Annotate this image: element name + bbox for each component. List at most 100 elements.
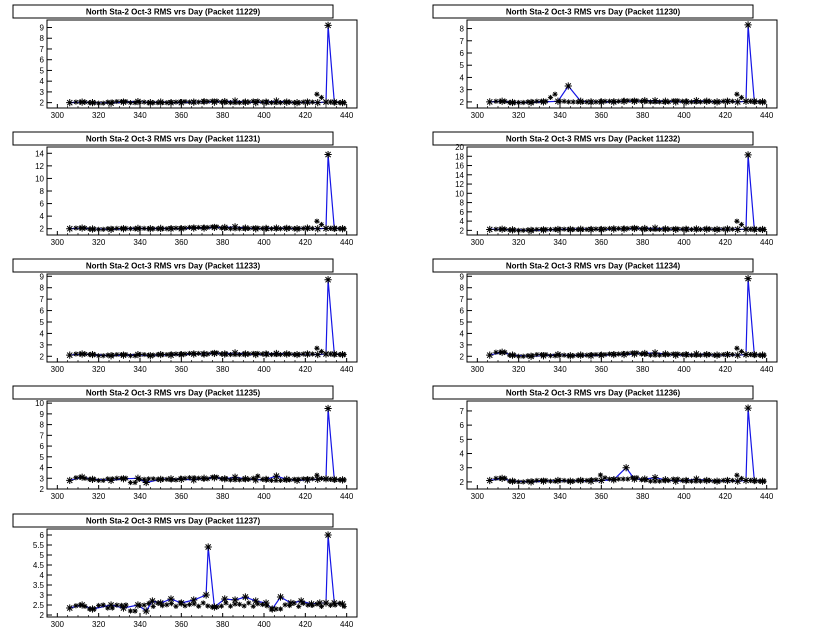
- dense-data-point: [173, 351, 179, 357]
- y-tick-label: 6: [40, 56, 45, 65]
- dense-data-point: [647, 226, 654, 233]
- data-point: [107, 601, 115, 609]
- dense-data-point: [693, 478, 699, 484]
- dense-data-point: [529, 353, 535, 359]
- dense-data-point: [105, 476, 111, 482]
- dense-data-point: [511, 99, 517, 106]
- dense-data-point: [173, 99, 179, 105]
- dense-data-point: [173, 477, 179, 483]
- data-point: [744, 151, 752, 159]
- dense-data-point: [652, 478, 658, 484]
- dense-data-point: [136, 602, 143, 608]
- dense-data-point: [493, 349, 499, 355]
- data-point: [252, 225, 260, 233]
- data-point: [630, 475, 638, 483]
- dense-data-point: [593, 477, 599, 483]
- x-tick-label: 320: [512, 238, 526, 247]
- data-point: [221, 97, 229, 106]
- dense-data-point: [711, 99, 717, 105]
- dense-data-point: [268, 477, 275, 484]
- data-point: [338, 600, 347, 608]
- dense-data-point: [588, 477, 595, 483]
- chart-panel: North Sta-2 Oct-3 RMS vrs Day (Packet 11…: [432, 385, 778, 501]
- dense-data-point: [200, 351, 206, 357]
- dense-data-point: [511, 227, 517, 233]
- dense-data-point: [556, 352, 563, 358]
- x-tick-label: 300: [51, 111, 65, 120]
- y-tick-label: 4: [40, 77, 45, 86]
- x-tick-label: 300: [471, 492, 485, 501]
- dense-data-point: [547, 353, 554, 359]
- y-tick-label: 5: [40, 453, 45, 462]
- dense-data-point: [643, 226, 649, 232]
- x-tick-label: 360: [175, 492, 189, 501]
- dense-data-point: [105, 352, 111, 358]
- y-tick-label: 5: [40, 551, 45, 560]
- dense-data-point: [177, 98, 184, 105]
- chart-panel: North Sta-2 Oct-3 RMS vrs Day (Packet 11…: [12, 513, 358, 629]
- dense-data-point: [309, 225, 315, 231]
- x-tick-label: 380: [216, 365, 230, 374]
- x-tick-label: 420: [719, 238, 733, 247]
- dense-data-point: [520, 353, 526, 359]
- dense-data-point: [141, 225, 147, 231]
- dense-data-point: [73, 603, 79, 609]
- dense-data-point: [177, 475, 184, 481]
- data-point: [539, 226, 548, 234]
- dense-data-point: [96, 100, 102, 106]
- dense-data-point: [332, 351, 338, 358]
- dense-data-point: [337, 226, 343, 232]
- dense-data-point: [707, 226, 713, 232]
- data-point: [744, 21, 752, 29]
- dense-data-point: [716, 352, 722, 358]
- y-tick-label: 2: [40, 611, 45, 620]
- dense-data-point: [282, 351, 288, 357]
- data-point: [157, 599, 165, 607]
- chart-title: North Sta-2 Oct-3 RMS vrs Day (Packet 11…: [86, 135, 261, 144]
- dense-data-point: [132, 608, 138, 614]
- data-point: [577, 97, 585, 105]
- dense-data-point: [534, 226, 540, 233]
- data-point: [539, 98, 548, 106]
- dense-data-point: [725, 351, 731, 358]
- x-tick-label: 320: [92, 492, 106, 501]
- data-point: [622, 464, 630, 472]
- y-tick-label: 2: [460, 478, 465, 487]
- dense-data-point: [191, 350, 197, 357]
- dense-data-point: [332, 477, 338, 483]
- dense-data-point: [702, 477, 708, 484]
- dense-data-point: [155, 600, 161, 606]
- dense-data-point: [227, 226, 234, 232]
- data-point: [66, 99, 74, 107]
- chart-title: North Sta-2 Oct-3 RMS vrs Day (Packet 11…: [506, 135, 681, 144]
- dense-data-point: [291, 476, 297, 482]
- dense-data-point: [561, 98, 567, 104]
- dense-data-point: [525, 227, 531, 233]
- x-tick-label: 360: [595, 238, 609, 247]
- chart-panel: North Sta-2 Oct-3 RMS vrs Day (Packet 11…: [12, 4, 358, 120]
- dense-data-point: [675, 226, 681, 232]
- data-point: [119, 351, 128, 359]
- dense-data-point: [327, 351, 334, 357]
- dense-data-point: [611, 225, 617, 232]
- dense-data-point: [757, 352, 763, 358]
- dense-data-point: [218, 99, 225, 105]
- dense-data-point: [506, 99, 513, 106]
- dense-data-point: [205, 476, 211, 482]
- data-point: [527, 226, 535, 234]
- dense-data-point: [164, 351, 170, 358]
- data-point: [554, 350, 562, 359]
- dense-data-point: [679, 351, 685, 358]
- dense-data-point: [232, 351, 238, 358]
- dense-data-point: [214, 474, 220, 480]
- dense-data-point: [109, 99, 115, 105]
- dense-data-point: [268, 351, 275, 358]
- y-tick-label: 2.5: [33, 601, 45, 610]
- dense-data-point: [241, 351, 247, 357]
- dense-data-point: [232, 601, 238, 607]
- dense-data-point: [679, 98, 685, 104]
- data-point: [314, 475, 322, 483]
- x-tick-label: 380: [216, 111, 230, 120]
- dense-data-point: [734, 472, 740, 478]
- dense-data-point: [511, 478, 517, 484]
